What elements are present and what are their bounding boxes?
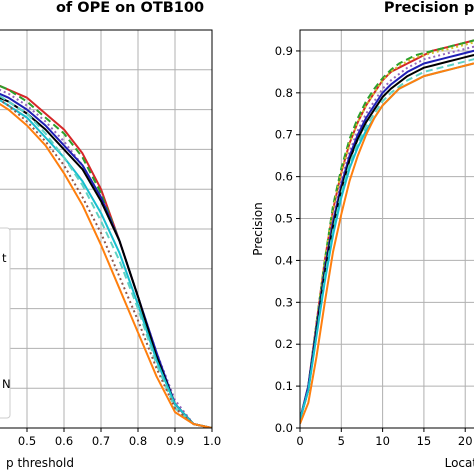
chart-title: Precision plot [384, 0, 474, 16]
legend-entry-fragment: t [2, 251, 7, 265]
y-axis-label: Precision [251, 202, 265, 256]
series-line-9 [300, 61, 474, 423]
x-tick-label: 0.9 [166, 434, 184, 448]
legend: tN [0, 228, 11, 418]
chart-title: of OPE on OTB100 [56, 0, 204, 16]
series-line-3 [300, 41, 474, 420]
y-tick-label: 0.6 [275, 170, 293, 184]
x-tick-label: 5 [338, 434, 345, 448]
y-tick-label: 0.4 [275, 253, 293, 267]
y-tick-label: 0.3 [275, 295, 293, 309]
series-line-6 [0, 94, 212, 428]
x-tick-label: 15 [417, 434, 432, 448]
x-tick-label: 0.7 [92, 434, 110, 448]
series-line-8 [0, 94, 212, 428]
y-tick-label: 0.7 [275, 128, 293, 142]
y-tick-label: 0.8 [275, 86, 293, 100]
y-tick-label: 0.1 [275, 379, 293, 393]
series-line-5 [0, 94, 212, 428]
series-group [300, 36, 474, 424]
series-line-9 [0, 98, 212, 428]
x-tick-label: 20 [458, 434, 473, 448]
x-axis-label: Location [445, 456, 474, 470]
y-tick-label: 0.0 [275, 421, 293, 435]
x-axis-label: p threshold [6, 456, 74, 470]
y-tick-label: 0.9 [275, 44, 293, 58]
x-tick-label: 0.6 [55, 434, 73, 448]
y-tick-label: 0.5 [275, 212, 293, 226]
series-line-7 [300, 57, 474, 419]
series-line-2 [300, 38, 474, 419]
legend-entry-fragment: N [2, 377, 11, 391]
x-tick-label: 10 [375, 434, 390, 448]
y-tick-label: 0.2 [275, 337, 293, 351]
series-line-5 [300, 49, 474, 420]
success-plot-panel: 0.5 0.6 0.7 0.8 0.9 1.0 of OPE on OTB100 p thre… [0, 0, 221, 470]
series-group [0, 82, 212, 428]
series-line-6 [300, 53, 474, 420]
x-tick-label: 1.0 [203, 434, 221, 448]
x-tick-label: 0.8 [129, 434, 147, 448]
series-line-8 [300, 61, 474, 419]
x-tick-label: 0 [296, 434, 303, 448]
precision-plot-panel: 0 5 10 15 20 0.0 0.1 0.2 0.3 0.4 0.5 0.6 0.7 0.8 0.9 Pr… [251, 0, 474, 470]
x-tick-label: 0.5 [18, 434, 36, 448]
